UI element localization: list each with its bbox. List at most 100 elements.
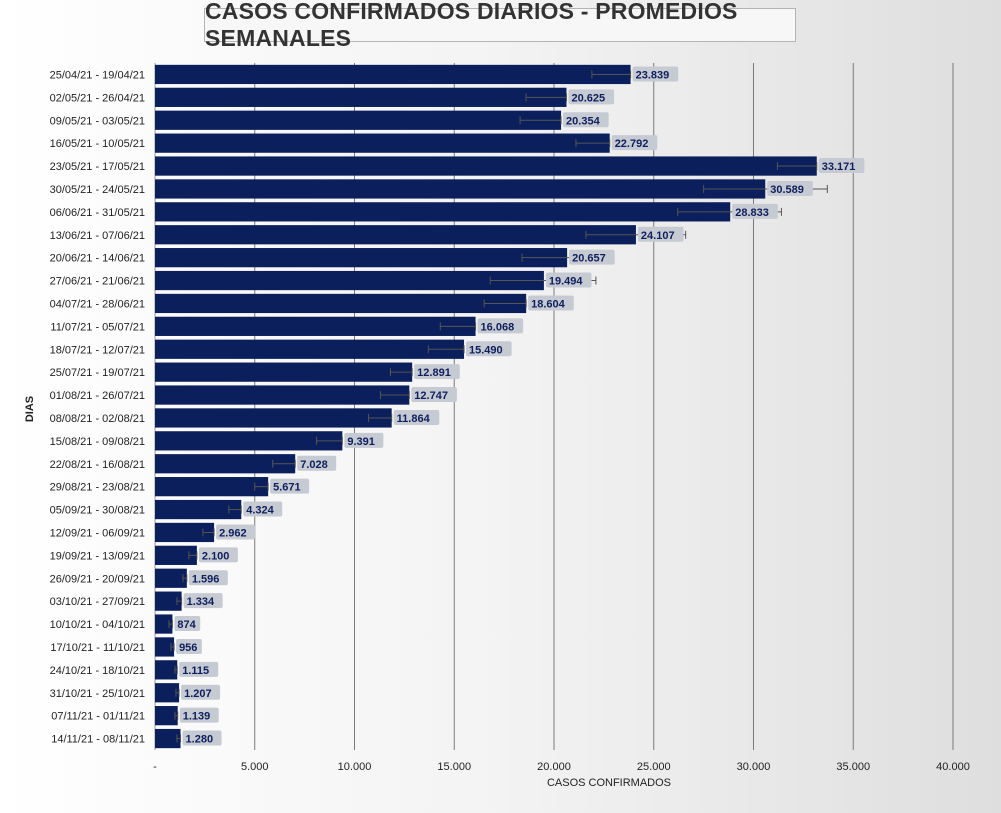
data-label: 1.334 [187,596,215,608]
category-label: 15/08/21 - 09/08/21 [50,436,145,448]
category-labels: 25/04/21 - 19/04/21 02/05/21 - 26/04/21 09… [50,69,145,745]
data-label: 24.107 [641,230,675,242]
data-label: 1.139 [183,711,211,723]
x-tick-label: 30.000 [737,761,771,773]
bar [155,270,544,291]
bar [155,431,343,451]
data-label-bg [181,684,221,700]
data-label-bg [767,180,813,196]
data-label-bg [216,524,256,540]
bar [155,316,476,336]
category-label: 23/05/21 - 17/05/21 [50,161,145,173]
category-label: 22/08/21 - 16/08/21 [50,459,145,471]
data-label-bg [344,432,384,448]
data-label: 956 [179,642,197,654]
y-axis-title: DIAS [24,396,36,422]
data-label-bg [545,272,592,288]
data-label-bg [466,341,512,357]
data-label: 19.494 [549,276,584,288]
data-label: 11.864 [397,413,431,425]
data-label-bg [477,318,524,334]
category-label: 30/05/21 - 24/05/21 [50,184,145,196]
data-label-bg [297,455,337,471]
data-label: 23.839 [636,69,670,81]
bar [155,522,215,543]
data-label: 16.068 [481,321,515,333]
category-label: 19/09/21 - 13/09/21 [50,550,145,562]
category-label: 08/08/21 - 02/08/21 [50,413,145,425]
bar [155,385,410,405]
category-label: 11/07/21 - 05/07/21 [50,321,145,333]
gridlines [154,63,954,750]
data-label-bg [393,409,440,425]
data-label-bg [611,135,658,151]
data-label: 15.490 [469,344,503,356]
data-label: 1.115 [182,665,209,677]
bar [155,408,392,428]
bar [155,614,173,634]
error-bars [168,70,828,743]
data-label: 4.324 [246,505,274,517]
x-tick-label: 20.000 [537,761,571,773]
data-label: 2.100 [202,550,230,562]
data-label-bg [563,112,609,128]
category-label: 13/06/21 - 07/06/21 [50,230,145,242]
category-label: 27/06/21 - 21/06/21 [50,276,145,288]
category-label: 17/10/21 - 11/10/21 [50,642,145,654]
x-tick-labels: - 5.000 10.000 15.000 20.000 25.000 30.000 35.0… [153,761,970,773]
x-tick-label: 25.000 [637,761,671,773]
x-tick-label: 10.000 [338,761,372,773]
data-label: 1.596 [192,573,220,585]
data-label-bg [270,478,310,494]
data-label: 1.207 [184,688,212,700]
category-label: 29/08/21 - 23/08/21 [50,482,145,494]
bar [155,362,413,382]
bar [155,87,567,107]
data-label-bg [411,387,457,403]
category-label: 24/10/21 - 18/10/21 [50,665,145,677]
data-label: 22.792 [615,138,649,150]
bar [155,179,766,199]
data-label-bg [198,547,238,563]
data-label: 9.391 [347,436,375,448]
category-label: 14/11/21 - 08/11/21 [51,734,145,746]
category-label: 05/09/21 - 30/08/21 [50,505,145,517]
category-label: 10/10/21 - 04/10/21 [50,619,145,631]
x-axis-title: CASOS CONFIRMADOS [547,777,671,789]
data-label-bg [243,501,283,517]
data-label-bg [732,203,778,219]
data-label: 7.028 [300,459,328,471]
x-tick-label: - [153,761,157,773]
data-label: 20.657 [572,253,606,265]
bar [155,499,242,520]
bar [155,64,631,85]
data-label: 1.280 [186,734,214,746]
data-label-bg [632,66,679,82]
category-label: 03/10/21 - 27/09/21 [50,596,145,608]
category-label: 31/10/21 - 25/10/21 [50,688,145,700]
data-label-bg [569,249,615,265]
data-label: 12.747 [414,390,448,402]
data-label-bg [179,707,219,723]
bar [155,706,178,726]
x-tick-label: 40.000 [936,761,970,773]
category-label: 26/09/21 - 20/09/21 [50,573,145,585]
category-label: 18/07/21 - 12/07/21 [50,344,145,356]
data-label-bg [182,730,222,746]
category-label: 12/09/21 - 06/09/21 [50,527,145,539]
data-label: 28.833 [735,207,769,219]
data-label-bg [414,364,460,380]
data-label: 20.354 [566,115,601,127]
bar [155,728,181,749]
category-label: 01/08/21 - 26/07/21 [50,390,145,402]
data-label-bg [188,570,228,586]
bar [155,545,197,565]
bar [155,683,180,703]
category-label: 20/06/21 - 14/06/21 [50,253,145,265]
bar [155,591,182,611]
bar [155,110,562,130]
bar [155,156,817,176]
data-label-bg [179,661,219,677]
x-tick-label: 15.000 [437,761,471,773]
